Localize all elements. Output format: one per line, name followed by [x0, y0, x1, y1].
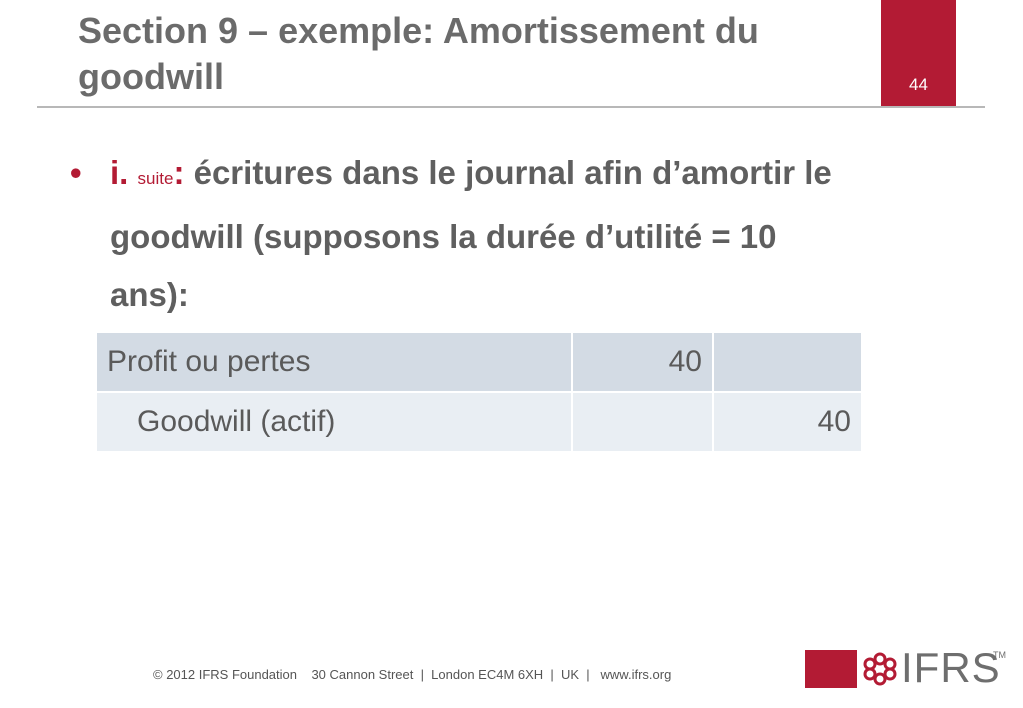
- debit-cell: 40: [571, 331, 714, 393]
- journal-entry-table: Profit ou pertes 40 Goodwill (actif) 40: [95, 331, 863, 453]
- footer-text: © 2012 IFRS Foundation 30 Cannon Street …: [153, 667, 672, 682]
- bullet-colon: :: [173, 154, 185, 191]
- title-divider: [37, 106, 985, 108]
- logo-bar: [805, 650, 857, 688]
- account-cell: Goodwill (actif): [95, 391, 573, 453]
- page-number-badge: 44: [881, 0, 956, 107]
- account-cell: Profit ou pertes: [95, 331, 573, 393]
- table-row: Profit ou pertes 40: [95, 331, 863, 393]
- debit-cell: [571, 391, 714, 453]
- page-number: 44: [909, 75, 928, 94]
- table-row: Goodwill (actif) 40: [95, 391, 863, 453]
- logo-text: IFRS: [901, 644, 1001, 691]
- bullet-label-suite: suite: [137, 169, 174, 188]
- bullet-text: i. suite: écritures dans le journal afin…: [110, 144, 860, 324]
- credit-cell: [712, 331, 863, 393]
- logo-trademark: TM: [993, 650, 1006, 660]
- bullet-dot-icon: •: [70, 154, 82, 191]
- bullet-label-i: i.: [110, 154, 129, 191]
- slide-title: Section 9 – exemple: Amortissement du go…: [78, 10, 759, 97]
- credit-cell: 40: [712, 391, 863, 453]
- bullet-point: • i. suite: écritures dans le journal af…: [70, 144, 860, 324]
- ifrs-logo: IFRS TM: [805, 644, 1006, 691]
- ifrs-flower-icon: [863, 652, 897, 686]
- bullet-body: écritures dans le journal afin d’amortir…: [110, 154, 832, 313]
